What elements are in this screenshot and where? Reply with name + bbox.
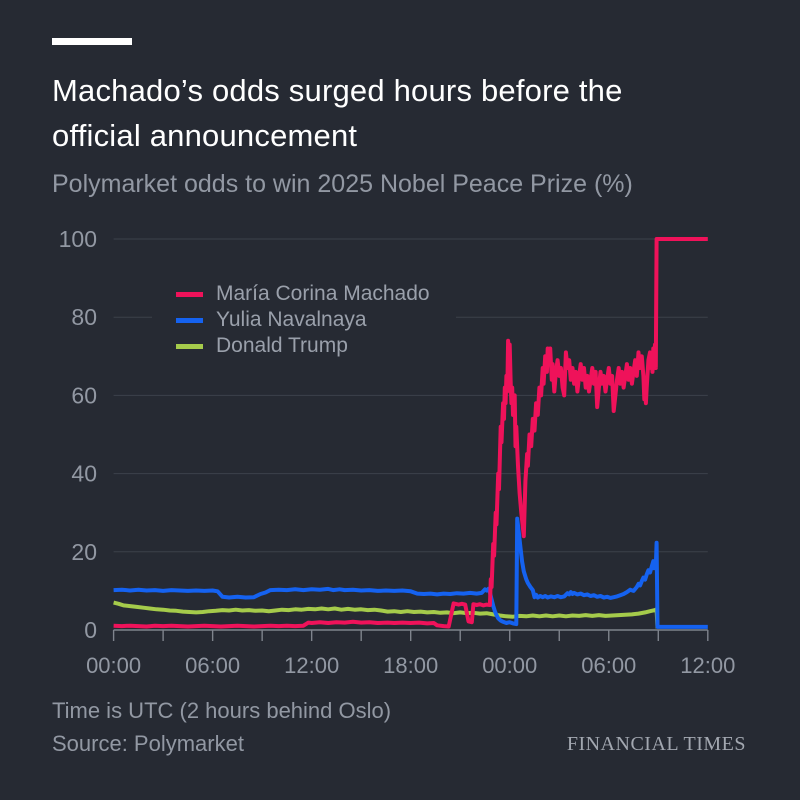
ft-accent-bar (52, 38, 132, 45)
legend-item-trump: Donald Trump (176, 333, 430, 359)
series-line-yulia-navalnaya (113, 516, 708, 629)
x-tick-label-24: 00:00 (482, 653, 537, 678)
chart-subtitle: Polymarket odds to win 2025 Nobel Peace … (52, 170, 633, 198)
legend-label-machado: María Corina Machado (216, 282, 430, 305)
x-tick-label-36: 12:00 (680, 653, 735, 678)
y-tick-label-80: 80 (71, 304, 97, 330)
chart-legend: María Corina Machado Yulia Navalnaya Don… (152, 278, 456, 365)
legend-swatch-machado-icon (176, 291, 203, 297)
legend-item-navalnaya: Yulia Navalnaya (176, 307, 430, 333)
x-tick-label-18: 18:00 (383, 653, 438, 678)
financial-times-logo: FINANCIAL TIMES (566, 733, 746, 755)
page-title: Machado’s odds surged hours before the o… (52, 73, 623, 153)
y-tick-label-60: 60 (71, 382, 97, 408)
y-tick-label-40: 40 (71, 461, 97, 487)
series-line-mar-a-corina-machado (113, 237, 708, 629)
x-tick-label-6: 06:00 (185, 653, 240, 678)
x-tick-label-0: 00:00 (86, 653, 141, 678)
legend-swatch-navalnaya-icon (176, 317, 203, 323)
legend-label-navalnaya: Yulia Navalnaya (216, 308, 367, 331)
x-tick-label-12: 12:00 (284, 653, 339, 678)
y-tick-label-20: 20 (71, 539, 97, 565)
y-tick-label-100: 100 (59, 226, 97, 252)
y-tick-label-0: 0 (84, 617, 97, 643)
legend-label-trump: Donald Trump (216, 334, 348, 357)
timezone-note: Time is UTC (2 hours behind Oslo) (52, 698, 392, 723)
source-note: Source: Polymarket (52, 731, 244, 756)
x-tick-label-30: 06:00 (581, 653, 636, 678)
legend-swatch-trump-icon (176, 343, 203, 349)
legend-item-machado: María Corina Machado (176, 281, 430, 307)
series-line-donald-trump (113, 600, 660, 629)
